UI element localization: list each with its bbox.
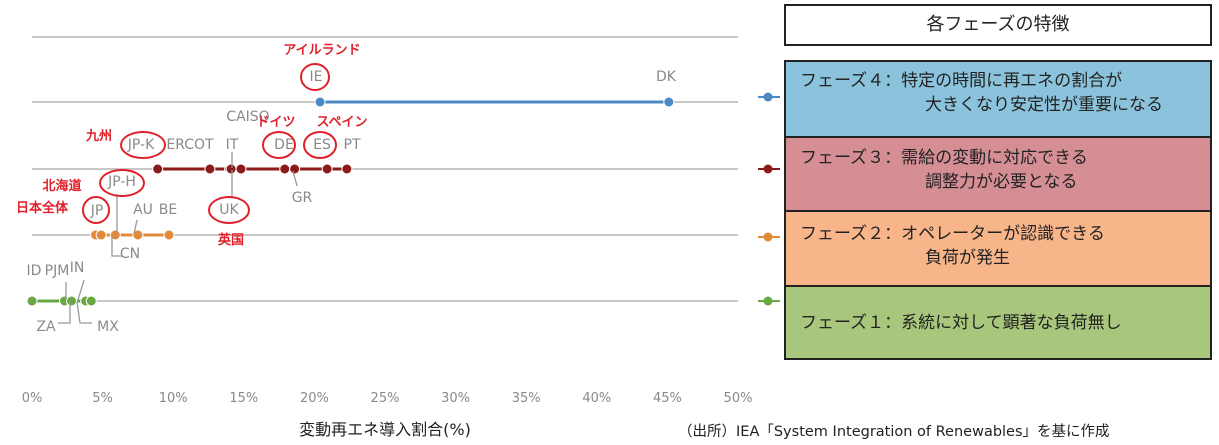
phase-2-desc-line1: オペレーターが認識できる xyxy=(901,224,1105,244)
data-point-dk xyxy=(663,96,675,108)
point-label-uk: UK xyxy=(219,202,239,218)
highlight-ellipse-de xyxy=(262,131,296,159)
x-tick-label: 15% xyxy=(229,391,258,406)
highlight-ellipse-ie xyxy=(300,63,330,91)
point-label-in: IN xyxy=(70,260,85,276)
phase-1-separator: ： xyxy=(884,312,902,333)
x-tick-label: 35% xyxy=(512,391,541,406)
phase-4-desc-line2: 大きくなり安定性が重要になる xyxy=(925,95,1163,115)
point-label-gr: GR xyxy=(292,190,313,206)
phase-3-desc-line1: 需給の変動に対応できる xyxy=(901,148,1088,168)
point-label-caiso: CAISO xyxy=(226,109,269,125)
legend-connector-dot-4 xyxy=(763,92,773,102)
data-point-za xyxy=(66,295,78,307)
annotation-de: ドイツ xyxy=(256,115,295,130)
phase-3-separator: ： xyxy=(884,148,902,168)
phase-4-separator: ： xyxy=(884,71,902,91)
leader-mx xyxy=(76,301,92,324)
data-point-caiso xyxy=(235,163,247,175)
leader-cn xyxy=(111,236,122,257)
phase-2-name: フェーズ２ xyxy=(800,224,885,244)
annotation-uk: 英国 xyxy=(217,232,244,248)
annotation-jp-k: 九州 xyxy=(85,129,112,144)
x-tick-label: 10% xyxy=(159,391,188,406)
legend-connector-dot-3 xyxy=(763,164,773,174)
highlight-ellipse-jp-h xyxy=(99,169,145,197)
x-tick-label: 0% xyxy=(22,391,43,406)
phase-2-desc-line2: 負荷が発生 xyxy=(925,248,1010,268)
phase-legend-title: 各フェーズの特徴 xyxy=(784,4,1212,46)
phase-scatter-chart: 0% 5% 10% 15% 20% 25% 30% 35% 40% 45% 50% 変動再エネ導入割合… xyxy=(16,36,780,439)
leader-au xyxy=(133,219,138,235)
source-note: （出所）IEA「System Integration of Renewables… xyxy=(678,424,1110,440)
point-label-de: DE xyxy=(274,137,294,153)
data-point-be xyxy=(163,229,175,241)
leader-in xyxy=(77,279,85,301)
annotation-jp: 日本全体 xyxy=(16,200,69,216)
x-tick-label: 25% xyxy=(371,391,400,406)
data-point-jp-k xyxy=(152,163,164,175)
phase-2-box: フェーズ２ ： オペレーターが認識できる 負荷が発生 xyxy=(784,210,1212,288)
phase-1-desc-line1: 系統に対して顕著な負荷無し xyxy=(901,312,1122,333)
point-label-jp: JP xyxy=(90,203,104,219)
point-label-id: ID xyxy=(27,263,42,279)
x-tick-label: 40% xyxy=(582,391,611,406)
point-label-pjm: PJM xyxy=(45,263,70,279)
highlight-ellipse-uk xyxy=(208,196,250,224)
highlight-ellipse-jp xyxy=(82,196,110,224)
point-label-jp-h: JP-H xyxy=(107,174,136,190)
x-tick-label: 45% xyxy=(653,391,682,406)
data-point-cn xyxy=(109,229,121,241)
x-tick-label: 20% xyxy=(300,391,329,406)
point-label-za: ZA xyxy=(36,319,56,335)
point-label-es: ES xyxy=(313,137,331,153)
data-point-jp-h xyxy=(95,229,107,241)
leader-gr xyxy=(292,170,298,187)
legend-connector-dot-1 xyxy=(763,296,773,306)
point-label-be: BE xyxy=(159,202,177,218)
phase-4-box: フェーズ４ ： 特定の時間に再エネの割合が 大きくなり安定性が重要になる xyxy=(784,60,1212,140)
data-point-es xyxy=(321,163,333,175)
phase-1-name: フェーズ１ xyxy=(800,312,885,333)
point-label-mx: MX xyxy=(97,319,119,335)
point-label-ie: IE xyxy=(310,69,323,85)
point-label-cn: CN xyxy=(120,246,140,262)
data-point-gr xyxy=(289,163,301,175)
phase-3-box: フェーズ３ ： 需給の変動に対応できる 調整力が必要となる xyxy=(784,136,1212,213)
data-point-au xyxy=(132,229,144,241)
annotation-es: スペイン xyxy=(316,115,367,130)
legend-connector-dot-2 xyxy=(763,232,773,242)
point-label-dk: DK xyxy=(656,69,677,85)
data-point-uk xyxy=(225,163,237,175)
data-point-id xyxy=(26,295,38,307)
data-point-de xyxy=(279,163,291,175)
x-tick-label: 5% xyxy=(92,391,113,406)
phase-4-name: フェーズ４ xyxy=(800,71,885,91)
point-label-au: AU xyxy=(133,202,153,218)
annotation-jp-h: 北海道 xyxy=(42,178,81,194)
phase-4-desc-line1: 特定の時間に再エネの割合が xyxy=(901,71,1123,91)
data-point-pt xyxy=(341,163,353,175)
data-point-ie xyxy=(314,96,326,108)
x-tick-label: 50% xyxy=(724,391,753,406)
phase-3-desc-line2: 調整力が必要となる xyxy=(925,172,1078,192)
leader-za xyxy=(58,302,71,324)
point-label-it: IT xyxy=(226,137,239,153)
phase-3-name: フェーズ３ xyxy=(800,148,885,168)
highlight-ellipse-jp-k xyxy=(120,131,166,159)
point-label-pt: PT xyxy=(344,137,361,153)
data-point-mx xyxy=(85,295,97,307)
highlight-ellipse-es xyxy=(303,131,337,159)
x-tick-label: 30% xyxy=(441,391,470,406)
x-axis-title: 変動再エネ導入割合(%) xyxy=(299,420,471,439)
point-label-jp-k: JP-K xyxy=(127,137,155,153)
phase-1-box: フェーズ１ ： 系統に対して顕著な負荷無し xyxy=(784,285,1212,360)
phase-2-separator: ： xyxy=(884,224,902,244)
annotation-ie: アイルランド xyxy=(283,43,360,58)
point-label-ercot: ERCOT xyxy=(166,137,214,153)
data-point-ercot xyxy=(204,163,216,175)
